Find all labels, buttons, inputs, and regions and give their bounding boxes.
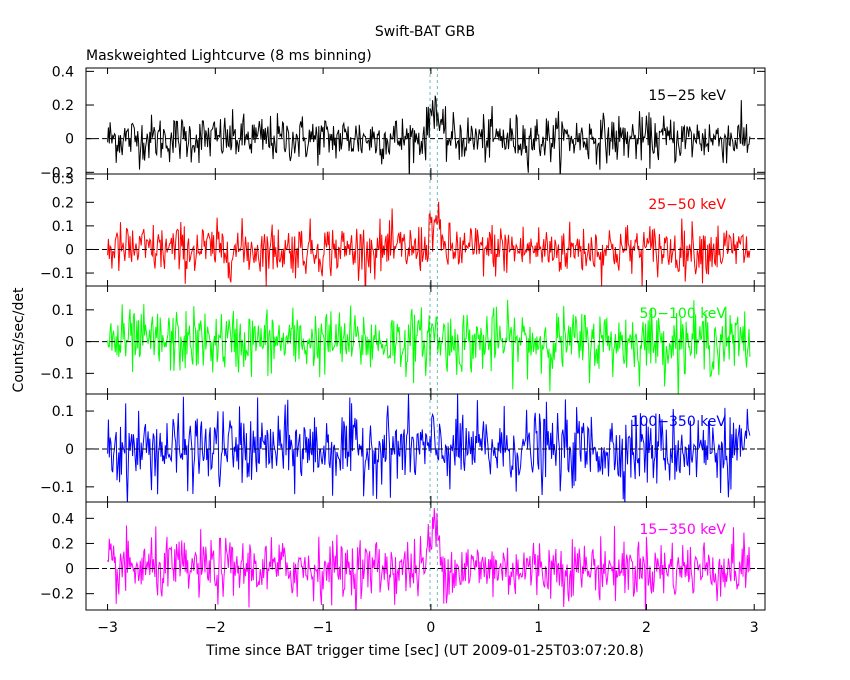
x-axis-label: Time since BAT trigger time [sec] (UT 20… [205, 643, 644, 659]
panel-legend-3: 50−100 keV [639, 306, 726, 322]
panel-legend-5: 15−350 keV [639, 522, 726, 538]
y-tick-label-4-2: 0 [65, 442, 74, 458]
y-tick-label-5-4: 0.4 [52, 511, 74, 527]
panel-3: −0.1 0 0.1 50−100 keV [40, 285, 766, 395]
y-tick-label-3-2: 0 [65, 335, 74, 351]
y-tick-label-4-1: −0.1 [40, 480, 74, 496]
panel-frame-5 [85, 501, 766, 611]
y-tick-label-2-4: 0.2 [52, 195, 74, 211]
x-tick-label-2: −2 [205, 620, 226, 636]
y-tick-label-2-3: 0.1 [52, 219, 74, 235]
y-tick-label-1-2: 0 [65, 132, 74, 148]
y-tick-label-2-1: −0.1 [40, 266, 74, 282]
chart-title: Swift-BAT GRB [375, 24, 475, 40]
series-line-2 [107, 201, 751, 286]
panel-legend-1: 15−25 keV [648, 88, 726, 104]
series-line-1 [107, 95, 751, 174]
y-tick-label-1-1: −0.2 [40, 165, 74, 181]
y-tick-label-3-1: −0.1 [40, 366, 74, 382]
y-tick-label-1-4: 0.4 [52, 64, 74, 80]
chart-subtitle: Maskweighted Lightcurve (8 ms binning) [86, 48, 372, 64]
y-tick-label-5-1: −0.2 [40, 587, 74, 603]
x-tick-label-6: 2 [642, 620, 651, 636]
x-tick-label-1: −3 [97, 620, 118, 636]
series-line-5 [107, 508, 751, 610]
panel-legend-4: 100−350 keV [631, 414, 727, 430]
x-tick-label-3: −1 [313, 620, 334, 636]
panel-4: −0.1 0 0.1 100−350 keV [40, 393, 766, 503]
panel-frame-2 [85, 173, 766, 287]
series-line-3 [107, 299, 751, 394]
panel-1: −0.2 0 0.2 0.4 15−25 keV [40, 64, 766, 181]
y-tick-label-1-3: 0.2 [52, 98, 74, 114]
panels-group: −0.2 0 0.2 0.4 15−25 keV −0.1 0 0.1 0.2 0.3 25−50 … [40, 64, 766, 636]
x-tick-label-7: 3 [750, 620, 759, 636]
series-line-4 [107, 394, 751, 502]
x-tick-label-4: 0 [426, 620, 435, 636]
y-tick-label-4-3: 0.1 [52, 404, 74, 420]
x-tick-label-5: 1 [534, 620, 543, 636]
y-axis-label: Counts/sec/det [11, 287, 27, 392]
panel-5: −0.2 0 0.2 0.4 15−350 keV [40, 501, 766, 611]
y-tick-label-2-5: 0.3 [52, 172, 74, 188]
panel-2: −0.1 0 0.1 0.2 0.3 25−50 keV [40, 172, 766, 287]
panel-legend-2: 25−50 keV [648, 197, 726, 213]
y-tick-label-5-2: 0 [65, 562, 74, 578]
y-tick-label-5-3: 0.2 [52, 536, 74, 552]
y-tick-label-3-3: 0.1 [52, 303, 74, 319]
y-tick-label-2-2: 0 [65, 242, 74, 258]
